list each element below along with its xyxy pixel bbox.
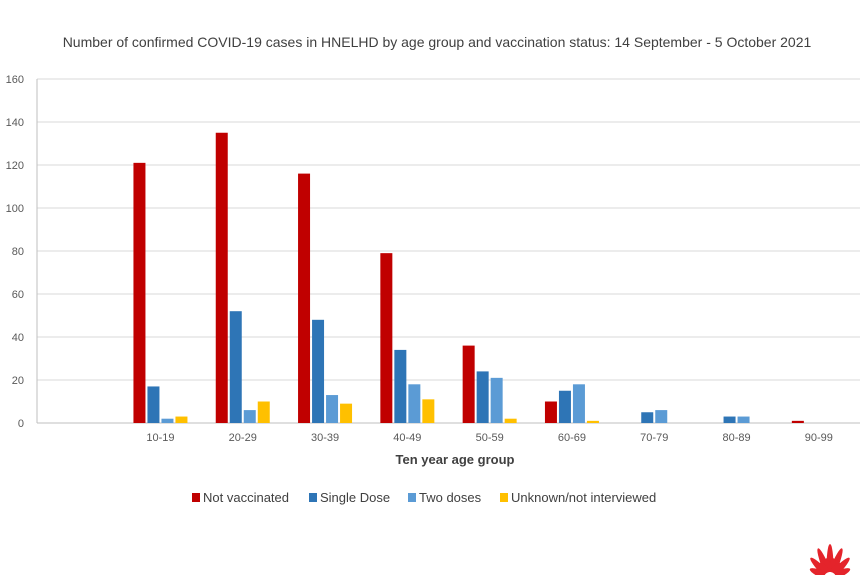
legend-item: Two doses [408, 490, 482, 505]
bar [558, 390, 571, 423]
bar [215, 132, 228, 423]
y-tick-label: 100 [6, 203, 24, 215]
bar [490, 377, 503, 423]
bar [175, 416, 188, 423]
bar [408, 384, 421, 423]
legend-swatch [309, 493, 317, 502]
legend-item: Unknown/not interviewed [500, 490, 656, 505]
y-tick-label: 120 [6, 160, 24, 172]
bar [133, 162, 146, 423]
legend-swatch [408, 493, 416, 502]
legend-item: Single Dose [309, 490, 390, 505]
y-tick-label: 0 [18, 418, 24, 430]
bars [133, 132, 804, 423]
legend-label: Unknown/not interviewed [511, 490, 656, 505]
logo-petal [829, 562, 841, 575]
y-tick-label: 40 [12, 332, 24, 344]
nsw-waratah-logo [809, 544, 851, 575]
bar [723, 416, 736, 423]
bar [147, 386, 160, 423]
legend-label: Single Dose [320, 490, 390, 505]
x-tick-label: 30-39 [311, 432, 339, 444]
x-tick-label: 90-99 [805, 432, 833, 444]
y-tick-label: 140 [6, 117, 24, 129]
bar [476, 371, 489, 423]
x-tick-label: 20-29 [229, 432, 257, 444]
bar [312, 319, 325, 423]
bar [791, 420, 804, 423]
bar [586, 420, 599, 423]
y-axis-ticks: 0 20 40 60 80 100 120 140 160 [6, 74, 24, 430]
bar [257, 401, 270, 423]
bar [340, 403, 353, 423]
bar [298, 173, 311, 423]
bar [422, 399, 435, 423]
legend-swatch [192, 493, 200, 502]
chart-title: Number of confirmed COVID-19 cases in HN… [63, 34, 812, 50]
gridlines [36, 78, 860, 424]
bar [544, 401, 557, 423]
legend-item: Not vaccinated [192, 490, 289, 505]
bar [655, 410, 668, 423]
bar [380, 253, 393, 423]
legend: Not vaccinated Single Dose Two doses Unknow… [192, 490, 656, 505]
x-tick-label: 40-49 [393, 432, 421, 444]
bar [462, 345, 475, 423]
bar [572, 384, 585, 423]
x-tick-label: 10-19 [146, 432, 174, 444]
y-tick-label: 160 [6, 74, 24, 86]
x-tick-label: 50-59 [476, 432, 504, 444]
legend-label: Not vaccinated [203, 490, 289, 505]
x-tick-label: 80-89 [722, 432, 750, 444]
y-tick-label: 80 [12, 246, 24, 258]
logo-petal [819, 562, 831, 575]
bar [326, 395, 339, 423]
x-tick-label: 60-69 [558, 432, 586, 444]
bar [161, 418, 174, 423]
x-tick-label: 70-79 [640, 432, 668, 444]
bar [641, 412, 654, 423]
bar [737, 416, 750, 423]
y-tick-label: 60 [12, 289, 24, 301]
bar [394, 349, 407, 423]
x-axis-title: Ten year age group [396, 452, 515, 467]
legend-swatch [500, 493, 508, 502]
logo-petal [833, 568, 851, 575]
bar [243, 410, 256, 423]
bar [504, 418, 517, 423]
logo-petal [809, 568, 827, 575]
y-tick-label: 20 [12, 375, 24, 387]
bar [229, 311, 242, 423]
x-axis-ticks: 10-19 20-29 30-39 40-49 50-59 60-69 70-79 80-89… [146, 432, 833, 444]
legend-label: Two doses [419, 490, 482, 505]
